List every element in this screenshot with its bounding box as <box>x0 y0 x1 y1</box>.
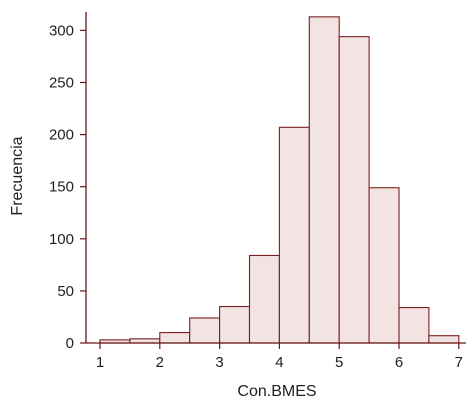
histogram-bar <box>428 335 460 344</box>
histogram-bar <box>159 332 191 344</box>
histogram-bar <box>398 307 430 344</box>
histogram-bar <box>368 187 400 344</box>
y-tick-label: 250 <box>49 75 74 92</box>
x-axis-title: Con.BMES <box>237 383 316 400</box>
y-tick-label: 300 <box>49 22 74 39</box>
x-tick-label: 1 <box>96 354 104 371</box>
y-ticks: 0 50 100 150 200 250 300 <box>49 22 86 352</box>
x-ticks: 1 2 3 4 5 6 7 <box>96 343 463 371</box>
x-tick-label: 2 <box>156 354 164 371</box>
y-axis-title: Frecuencia <box>9 136 26 215</box>
y-tick-label: 150 <box>49 179 74 196</box>
y-tick-label: 100 <box>49 231 74 248</box>
histogram-bar <box>278 126 310 344</box>
x-tick-label: 7 <box>455 354 463 371</box>
histogram-bar <box>308 16 340 344</box>
x-tick-label: 4 <box>275 354 283 371</box>
y-tick-label: 50 <box>57 283 74 300</box>
histogram-bar <box>189 317 221 344</box>
x-tick-label: 6 <box>395 354 403 371</box>
y-tick-label: 0 <box>66 335 74 352</box>
x-tick-label: 5 <box>335 354 343 371</box>
histogram-bar <box>219 305 251 344</box>
y-tick-label: 200 <box>49 127 74 144</box>
histogram-bar <box>248 254 280 344</box>
bars-group <box>99 16 460 344</box>
x-tick-label: 3 <box>215 354 223 371</box>
histogram-bar <box>338 36 370 344</box>
